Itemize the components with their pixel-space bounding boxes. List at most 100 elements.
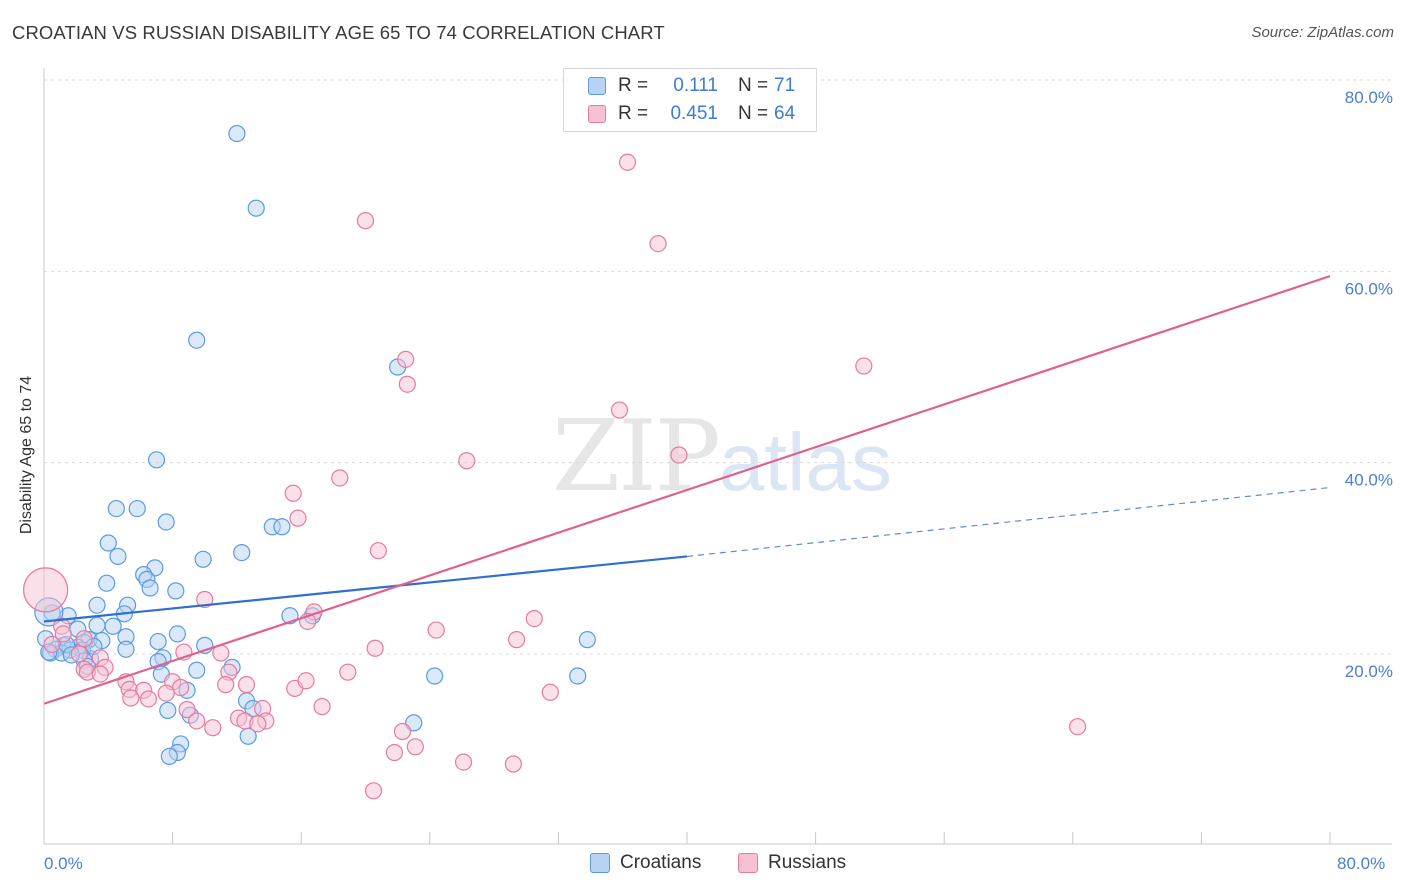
russians-point <box>91 665 109 683</box>
source-label: Source: ZipAtlas.com <box>1251 24 1394 41</box>
croatians-point <box>426 667 444 685</box>
russians-point <box>393 722 412 741</box>
croatians-point <box>88 616 106 634</box>
x-min-label: 0.0% <box>44 854 83 873</box>
russians-point <box>1069 718 1087 736</box>
russians-point <box>369 542 387 560</box>
russians-point <box>204 719 222 737</box>
croatians-point <box>99 534 117 552</box>
russians-point <box>366 639 384 657</box>
legend-n-label: N = <box>738 75 769 96</box>
legend-n-value: 71 <box>774 75 796 96</box>
russians-point <box>331 469 349 487</box>
croatians-point <box>88 596 106 614</box>
croatians-point <box>569 667 587 685</box>
legend-r-value: 0.111 <box>673 75 718 96</box>
croatians-point <box>233 543 251 562</box>
russians-point <box>610 401 629 419</box>
croatians-trend-line <box>43 555 688 623</box>
russians-point <box>54 625 72 643</box>
russians-point-large <box>23 567 69 613</box>
croatians-point <box>160 747 178 765</box>
croatians-point <box>188 661 206 679</box>
y-tick-label: 40.0% <box>1345 471 1393 490</box>
russians-point <box>398 375 416 393</box>
russians-point <box>313 698 331 716</box>
legend-r-value: 0.451 <box>670 103 718 124</box>
russians-point <box>458 452 476 470</box>
watermark-zip: ZIP <box>552 400 721 514</box>
y-tick-label: 80.0% <box>1345 88 1393 107</box>
russians-point <box>196 590 214 609</box>
russians-point <box>406 738 424 756</box>
russians-point <box>139 690 158 708</box>
russians-point <box>289 509 307 527</box>
croatians-point <box>117 640 135 658</box>
croatians-point <box>147 451 166 469</box>
croatians-point <box>109 547 127 566</box>
legend-item-russians: Russians <box>738 852 846 874</box>
legend-r-label: R = <box>618 75 649 96</box>
russians-point <box>670 446 688 464</box>
stats-legend: R = 0.111 N = 71 R = 0.451 N = 64 <box>563 68 817 132</box>
chart-title: CROATIAN VS RUSSIAN DISABILITY AGE 65 TO… <box>12 22 665 43</box>
russians-swatch <box>588 105 606 123</box>
russians-point <box>356 212 375 230</box>
y-tick-label: 20.0% <box>1345 662 1393 681</box>
russians-point <box>75 630 93 648</box>
croatians-point <box>128 499 146 518</box>
russians-point <box>122 689 140 707</box>
y-tick-label: 60.0% <box>1345 279 1393 298</box>
russians-point <box>364 782 383 800</box>
russians-point <box>43 635 61 654</box>
trend-lines <box>43 275 1331 705</box>
croatians-point <box>194 550 212 568</box>
russians-point <box>385 743 404 762</box>
croatians-point <box>578 631 596 649</box>
legend-n-value: 64 <box>774 103 796 124</box>
russians-point <box>178 700 196 719</box>
russians-point <box>618 153 637 171</box>
russians-point <box>454 753 473 771</box>
croatians-point <box>168 625 187 643</box>
croatians-points <box>34 124 596 765</box>
croatians-point <box>149 632 167 651</box>
croatians-point <box>141 579 159 597</box>
croatians-point <box>159 701 177 720</box>
legend-row-russians: R = 0.451 N = 64 <box>588 102 795 126</box>
russians-point <box>541 683 559 701</box>
legend-item-croatians: Croatians <box>590 852 701 874</box>
russians-point <box>70 645 88 663</box>
russians-point <box>217 676 235 694</box>
croatians-point <box>247 199 265 217</box>
legend-row-croatians: R = 0.111 N = 71 <box>588 74 795 98</box>
russians-point <box>284 484 302 502</box>
croatians-trend-extension <box>686 486 1331 558</box>
russians-point <box>525 610 543 628</box>
croatians-legend-label: Croatians <box>620 852 702 873</box>
axes <box>43 68 1392 845</box>
russians-point <box>508 631 526 649</box>
russians-point <box>249 715 267 733</box>
russians-point <box>397 350 415 368</box>
russians-legend-label: Russians <box>768 852 847 873</box>
russians-point <box>427 621 445 639</box>
croatians-legend-swatch <box>590 853 610 873</box>
croatians-point <box>104 617 122 635</box>
x-max-label: 80.0% <box>1337 854 1386 873</box>
russians-point <box>297 672 315 690</box>
croatians-point <box>167 582 185 600</box>
croatians-point <box>188 331 206 349</box>
russians-point <box>649 234 667 253</box>
croatians-point <box>157 513 175 531</box>
russians-trend-line <box>43 275 1331 705</box>
croatians-point <box>107 499 125 518</box>
russians-points <box>23 71 1087 800</box>
russians-point <box>339 663 357 681</box>
croatians-point <box>273 518 291 536</box>
russians-point <box>188 712 206 730</box>
russians-legend-swatch <box>738 853 758 873</box>
gridlines <box>44 79 1392 655</box>
russians-point <box>504 755 522 773</box>
